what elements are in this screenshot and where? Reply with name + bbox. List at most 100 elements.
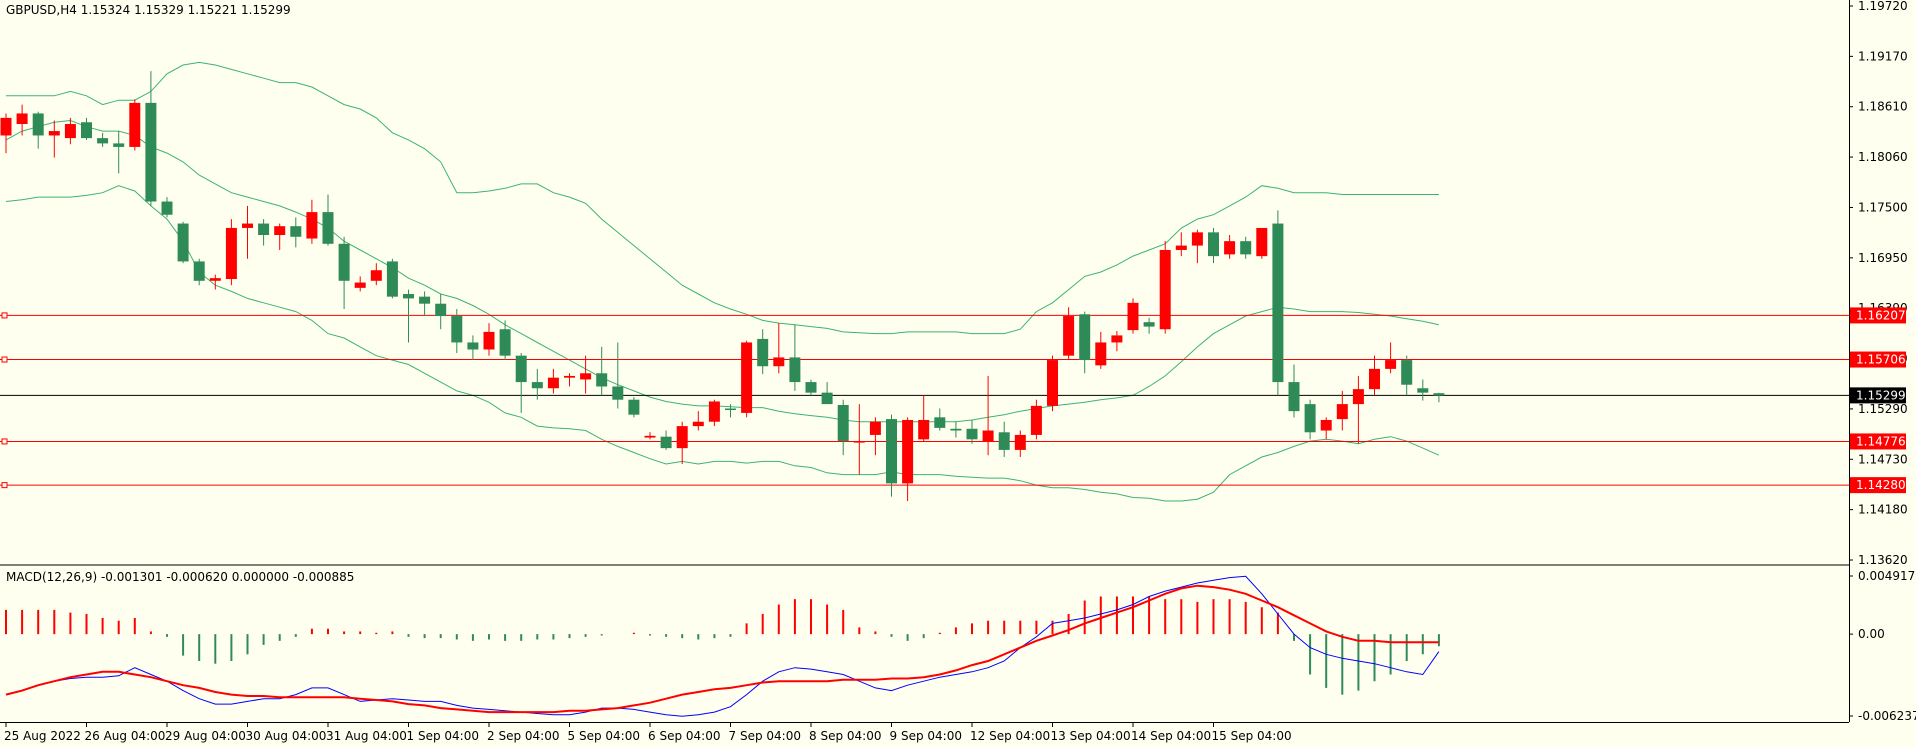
candle-body (419, 296, 431, 304)
candle-body (467, 342, 479, 350)
bollinger-bands (5, 61, 1440, 502)
candle-body (741, 342, 753, 413)
time-axis-tick-label: 14 Sep 04:00 (1131, 729, 1211, 743)
price-axis-tick-label: 1.19720 (1858, 0, 1908, 13)
candle-body (1191, 232, 1203, 246)
candle-body (16, 113, 28, 125)
candle-body (531, 382, 543, 389)
candle-body (435, 303, 447, 317)
candle-body (386, 261, 398, 297)
level-handle (1, 482, 8, 489)
candle-body (1320, 419, 1332, 431)
candle-body (757, 338, 769, 367)
candle-body (886, 419, 897, 484)
level-handle (1, 356, 8, 363)
candle-body (209, 278, 221, 281)
candle-body (966, 428, 978, 440)
candle-body (596, 373, 608, 387)
candle-body (902, 419, 914, 484)
candle-body (1063, 316, 1075, 356)
candle-body (1175, 245, 1187, 250)
candle-body (805, 382, 817, 393)
level-price-tag-label: 1.14776 (1856, 434, 1906, 448)
candle-body (773, 357, 785, 367)
candle-body (193, 261, 205, 281)
level-price-tag (1850, 307, 1906, 324)
time-axis-tick-label: 30 Aug 04:00 (246, 729, 327, 743)
time-axis-tick-label: 26 Aug 04:00 (85, 729, 166, 743)
candle-body (451, 316, 463, 343)
candle-body (48, 131, 60, 136)
current-price-tag-label: 1.15299 (1856, 388, 1906, 402)
candle-body (1143, 322, 1155, 327)
price-axis-tick-label: 1.15290 (1858, 402, 1908, 416)
price-axis-tick-label: 1.14180 (1858, 503, 1908, 517)
macd-pane[interactable] (5, 575, 1440, 717)
time-axis-tick-label: 13 Sep 04:00 (1051, 729, 1131, 743)
candle-body (322, 212, 334, 244)
candle-body (81, 122, 92, 139)
candle-body (628, 399, 640, 415)
level-handle (1, 438, 8, 445)
candle-body (113, 143, 125, 147)
candle-body (1304, 404, 1316, 433)
time-axis-tick-label: 25 Aug 2022 (4, 729, 81, 743)
macd-line (5, 575, 1440, 717)
candle-body (1272, 223, 1284, 383)
time-axis-tick-label: 29 Aug 04:00 (165, 729, 246, 743)
level-price-tag (1850, 477, 1906, 494)
candle-body (354, 282, 366, 288)
candle-body (1401, 360, 1413, 385)
macd-axis-tick-label: 0.00 (1858, 627, 1885, 641)
candle-body (1352, 389, 1364, 405)
candle-body (837, 404, 849, 442)
candle-body (612, 386, 624, 400)
candle-body (1336, 404, 1348, 420)
price-pane[interactable] (0, 61, 1849, 502)
candle-body (225, 227, 237, 280)
candle-body (1208, 232, 1219, 257)
candle-body (64, 124, 76, 139)
candle-body (1127, 302, 1139, 331)
candle-body (1111, 335, 1123, 343)
time-axis-tick-label: 1 Sep 04:00 (407, 729, 479, 743)
candle-body (982, 430, 994, 442)
candle-body (145, 102, 157, 202)
time-axis-tick-label: 15 Sep 04:00 (1212, 729, 1292, 743)
candle-body (692, 421, 704, 427)
candle-body (32, 113, 44, 136)
price-axis-tick-label: 1.19170 (1858, 49, 1908, 63)
time-axis-tick-label: 6 Sep 04:00 (648, 729, 720, 743)
candle-body (483, 331, 495, 350)
candle-body (1047, 360, 1058, 406)
candle-body (1385, 360, 1397, 369)
candle-body (129, 102, 141, 147)
candle-body (161, 201, 173, 215)
candle-body (1014, 434, 1026, 450)
bollinger-lower-line (5, 185, 1440, 502)
bollinger-middle-line (5, 119, 1440, 423)
candle-body (177, 223, 189, 262)
candle-body (1030, 405, 1042, 435)
candle-body (821, 392, 833, 405)
candle-body (306, 212, 318, 239)
candle-body (789, 357, 801, 383)
candle-body (1224, 241, 1236, 255)
candle-body (1433, 393, 1445, 396)
macd-axis: 0.004917 0.00 -0.006237 (1849, 569, 1916, 723)
time-axis-tick-label: 7 Sep 04:00 (729, 729, 801, 743)
current-price-tag (1850, 387, 1906, 404)
candle-body (950, 428, 962, 431)
level-handle (1, 312, 8, 319)
candle-body (725, 408, 736, 411)
price-axis-tick-label: 1.18060 (1858, 150, 1908, 164)
candle-body (644, 435, 656, 438)
macd-header: MACD(12,26,9) -0.001301 -0.000620 0.0000… (6, 570, 354, 584)
candle-body (1369, 368, 1380, 390)
level-price-tag-label: 1.16207 (1856, 308, 1906, 322)
candle-body (1256, 227, 1268, 257)
macd-axis-tick-label: -0.006237 (1858, 709, 1916, 723)
candle-body (242, 223, 253, 228)
